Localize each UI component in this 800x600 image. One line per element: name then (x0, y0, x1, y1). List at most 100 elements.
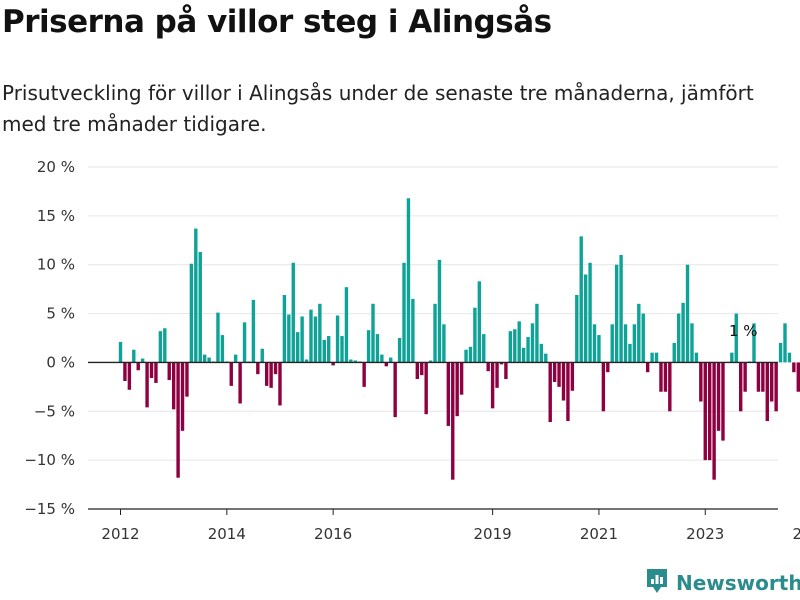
bar (216, 312, 220, 363)
bar (570, 362, 575, 391)
bar (163, 328, 167, 363)
bar (588, 262, 592, 363)
bar (482, 334, 486, 363)
bar (331, 362, 335, 366)
bar (446, 362, 451, 426)
bar (220, 335, 225, 363)
bar (552, 362, 557, 382)
bar (526, 337, 530, 363)
bar (548, 362, 552, 423)
y-tick-label: −5 % (34, 402, 75, 420)
bar (676, 313, 681, 363)
bar (668, 362, 672, 412)
bar (362, 362, 366, 387)
bar (309, 309, 313, 363)
bar (623, 324, 628, 363)
bar (628, 343, 632, 363)
bar (273, 362, 278, 375)
bar (335, 315, 340, 363)
y-tick-label: 20 % (37, 158, 75, 176)
bar (685, 264, 690, 363)
bar (264, 362, 269, 386)
bar (233, 354, 238, 363)
bar (490, 362, 495, 409)
bar (459, 362, 464, 395)
bar (566, 362, 570, 422)
bar (499, 362, 504, 365)
bar (167, 362, 171, 381)
chart-subtitle: Prisutveckling för villor i Alingsås und… (2, 81, 754, 136)
bar (521, 347, 526, 363)
bar (313, 316, 318, 363)
y-axis-tick-labels: −15 % −10 % −5 % 0 % 5 % 10 % 15 % 20 % (24, 158, 75, 518)
bar (610, 324, 614, 363)
bar (504, 362, 508, 380)
bar (592, 324, 597, 363)
bar (508, 331, 513, 363)
bar (420, 362, 424, 376)
bar (380, 354, 384, 363)
bar (136, 362, 140, 371)
bar (632, 324, 637, 363)
y-tick-label: −15 % (24, 500, 75, 518)
bar (406, 198, 411, 363)
bar (473, 307, 477, 363)
bar (238, 362, 242, 404)
bar (202, 354, 207, 363)
bar (517, 321, 521, 363)
bar (575, 295, 579, 363)
bar (154, 362, 158, 383)
x-tick-label: 2021 (580, 525, 618, 543)
bar (734, 313, 738, 363)
bar (641, 313, 645, 363)
y-tick-label: −10 % (24, 451, 75, 469)
bar (561, 362, 566, 401)
bar (149, 362, 154, 379)
bar (694, 352, 699, 363)
brand-name: Newsworthy (676, 571, 800, 595)
bar (304, 359, 309, 363)
bar (384, 362, 388, 367)
bar (699, 362, 703, 402)
bar (189, 263, 194, 363)
bar (455, 362, 459, 417)
bar (544, 353, 548, 363)
bar (690, 323, 694, 363)
bar (645, 362, 650, 373)
bar (366, 330, 371, 363)
bar (300, 316, 304, 363)
bar (393, 362, 397, 418)
bar (792, 362, 796, 373)
bar (176, 362, 180, 478)
y-tick-label: 10 % (37, 256, 75, 274)
bar (185, 362, 189, 397)
bar (495, 362, 499, 388)
bar (765, 362, 769, 422)
bar (579, 236, 583, 363)
bar (451, 362, 455, 480)
bar (513, 329, 517, 363)
y-tick-label: 15 % (37, 207, 75, 225)
bar (752, 323, 756, 363)
bar (411, 298, 415, 363)
x-tick-label: 2025 (792, 525, 800, 543)
bar (242, 322, 247, 363)
bar (672, 342, 676, 363)
bar (712, 362, 716, 480)
bar (402, 262, 406, 363)
bar (180, 362, 185, 431)
bar (557, 362, 561, 387)
bar (654, 352, 659, 363)
bar (278, 362, 282, 406)
bar (681, 302, 685, 363)
bar (132, 349, 136, 363)
bar (739, 362, 743, 412)
bar (650, 352, 654, 363)
bar (464, 349, 468, 363)
x-tick-label: 2016 (314, 525, 352, 543)
bar (291, 262, 295, 363)
x-tick-label: 2012 (101, 525, 139, 543)
bar (601, 362, 606, 412)
bar (340, 336, 344, 363)
x-axis: 2012 2014 2016 2019 2021 2023 2025 (88, 361, 800, 543)
